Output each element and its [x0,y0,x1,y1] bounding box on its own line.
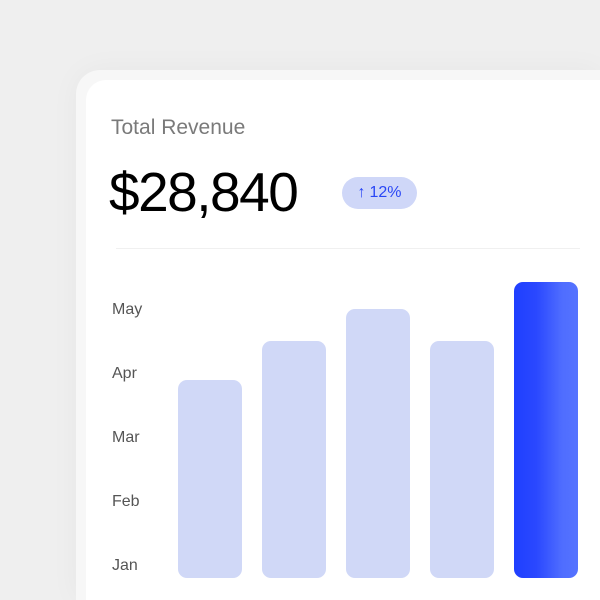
bar[interactable] [346,308,410,578]
y-tick-label: Feb [112,493,140,510]
y-tick-label: Jan [112,557,138,574]
divider [116,248,580,249]
change-percent: 12% [369,184,402,201]
y-tick-label: Apr [112,365,137,382]
y-tick-label: Mar [112,429,140,446]
change-badge: ↑ 12% [342,177,417,209]
revenue-amount: $28,840 [109,161,299,223]
y-tick-label: May [112,301,143,318]
bar[interactable] [178,379,242,578]
bar[interactable] [430,341,494,578]
arrow-up-icon: ↑ [357,184,366,201]
card-title: Total Revenue [111,116,246,139]
bar[interactable] [262,341,326,578]
bar[interactable] [514,282,578,578]
